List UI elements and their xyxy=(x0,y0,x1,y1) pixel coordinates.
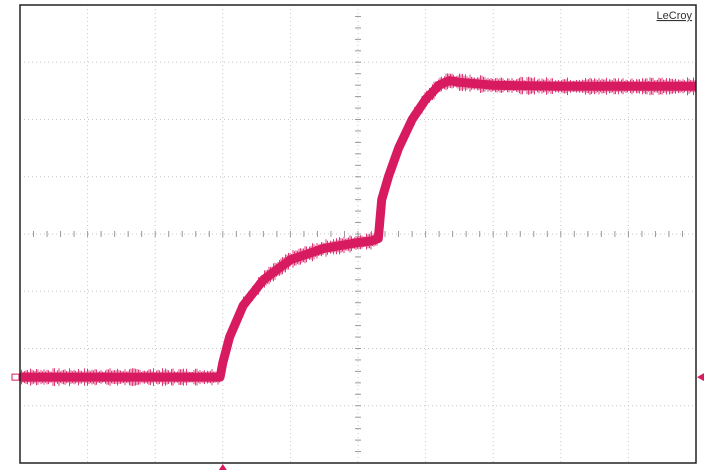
plot-frame xyxy=(19,4,697,464)
trigger-level-marker xyxy=(697,373,704,382)
brand-logo: LeCroy xyxy=(657,10,693,22)
trigger-position-marker xyxy=(218,464,227,470)
markers xyxy=(11,373,704,470)
channel-ground-marker xyxy=(11,373,20,381)
